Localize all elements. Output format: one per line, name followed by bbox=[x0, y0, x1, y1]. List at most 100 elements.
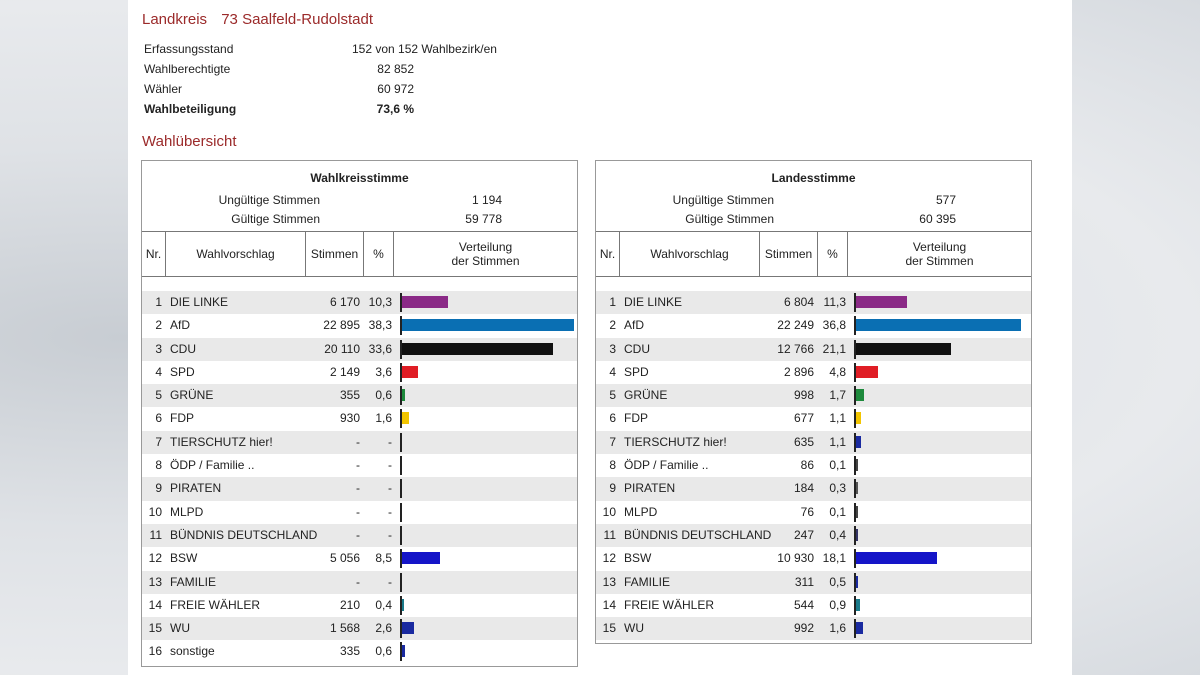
row-votes: 677 bbox=[793, 411, 814, 426]
section-title: Wahlübersicht bbox=[142, 133, 237, 150]
row-nr: 12 bbox=[602, 551, 616, 566]
invalid-votes-value: 1 194 bbox=[471, 193, 502, 207]
row-votes: - bbox=[356, 504, 360, 519]
row-nr: 1 bbox=[609, 295, 616, 309]
vote-bar bbox=[402, 342, 553, 355]
row-party: CDU bbox=[170, 341, 196, 356]
row-pct: 2,6 bbox=[375, 621, 392, 636]
row-votes: 5 056 bbox=[329, 551, 360, 566]
bar-axis bbox=[400, 386, 402, 406]
row-nr: 9 bbox=[155, 481, 162, 496]
row-nr: 5 bbox=[155, 388, 162, 403]
row-party: GRÜNE bbox=[170, 388, 214, 403]
vote-bar bbox=[402, 296, 449, 308]
row-nr: 10 bbox=[148, 504, 162, 519]
bar-axis bbox=[400, 595, 402, 615]
vote-bar bbox=[856, 505, 858, 518]
row-nr: 3 bbox=[609, 341, 616, 356]
table-row: 13 FAMILIE - - bbox=[142, 570, 577, 594]
vote-bar bbox=[402, 598, 404, 611]
row-pct: 11,3 bbox=[823, 295, 846, 309]
row-pct: 21,1 bbox=[822, 341, 846, 356]
info-label: Wahlberechtigte bbox=[144, 62, 231, 76]
vote-bar bbox=[856, 552, 938, 565]
table-row: 12 BSW 5 056 8,5 bbox=[142, 547, 577, 570]
vote-bar bbox=[856, 528, 858, 541]
vote-bar bbox=[856, 575, 859, 588]
row-pct: 33,6 bbox=[368, 341, 392, 356]
table-row: 12 BSW 10 930 18,1 bbox=[596, 547, 1031, 570]
vote-bar bbox=[856, 459, 858, 472]
bar-axis bbox=[854, 479, 856, 499]
table-row: 8 ÖDP / Familie .. 86 0,1 bbox=[596, 454, 1031, 477]
row-votes: 544 bbox=[793, 597, 814, 612]
row-pct: 8,5 bbox=[375, 551, 392, 566]
info-value: 60 972 bbox=[377, 82, 414, 96]
table-row: 4 SPD 2 149 3,6 bbox=[142, 361, 577, 384]
row-votes: 22 249 bbox=[777, 318, 814, 333]
row-votes: - bbox=[356, 481, 360, 496]
table-row: 13 FAMILIE 311 0,5 bbox=[596, 570, 1031, 594]
row-votes: 184 bbox=[793, 481, 814, 496]
row-party: TIERSCHUTZ hier! bbox=[624, 434, 727, 449]
info-label: Erfassungsstand bbox=[144, 42, 234, 56]
bar-axis bbox=[854, 619, 856, 639]
row-pct: 38,3 bbox=[368, 318, 392, 333]
table-row: 11 BÜNDNIS DEUTSCHLAND - - bbox=[142, 523, 577, 548]
vote-bar bbox=[402, 365, 419, 378]
bar-axis bbox=[854, 386, 856, 406]
bar-axis bbox=[400, 316, 402, 336]
row-pct: 0,4 bbox=[829, 527, 846, 542]
row-nr: 15 bbox=[602, 621, 616, 636]
invalid-votes-label: Ungültige Stimmen bbox=[672, 193, 774, 207]
bar-axis bbox=[854, 293, 856, 312]
invalid-votes-row: Ungültige Stimmen 577 bbox=[596, 191, 1031, 210]
panel-landesstimme: Landesstimme Ungültige Stimmen 577 Gültige … bbox=[595, 160, 1032, 644]
row-nr: 16 bbox=[148, 644, 162, 659]
district-label: Landkreis bbox=[142, 11, 208, 28]
bar-axis bbox=[854, 595, 856, 615]
col-votes: Stimmen bbox=[760, 232, 818, 276]
row-votes: 76 bbox=[800, 504, 814, 519]
row-pct: 0,1 bbox=[829, 504, 846, 519]
row-party: SPD bbox=[170, 364, 195, 379]
row-party: BÜNDNIS DEUTSCHLAND bbox=[624, 527, 772, 542]
row-nr: 14 bbox=[602, 597, 616, 612]
vote-bar bbox=[856, 435, 861, 448]
row-party: FDP bbox=[624, 411, 648, 426]
vote-bar bbox=[856, 296, 907, 308]
row-party: PIRATEN bbox=[170, 481, 222, 496]
row-votes: 2 896 bbox=[783, 364, 814, 379]
row-party: FAMILIE bbox=[624, 574, 671, 589]
table-header: Nr. Wahlvorschlag Stimmen% Verteilung der S… bbox=[142, 231, 577, 277]
row-pct: 4,8 bbox=[829, 364, 846, 379]
row-votes: 12 766 bbox=[777, 341, 814, 356]
row-party: GRÜNE bbox=[624, 388, 668, 403]
table-row: 3 CDU 12 766 21,1 bbox=[596, 337, 1031, 361]
col-nr: Nr. bbox=[596, 232, 620, 276]
bar-axis bbox=[400, 479, 402, 499]
bar-axis bbox=[400, 293, 402, 312]
bar-axis bbox=[854, 456, 856, 476]
row-pct: 1,6 bbox=[829, 621, 846, 636]
bar-axis bbox=[400, 409, 402, 429]
bar-axis bbox=[854, 316, 856, 336]
panel-title: Landesstimme bbox=[771, 171, 856, 185]
bar-axis bbox=[854, 362, 856, 382]
row-party: FAMILIE bbox=[170, 574, 217, 589]
row-votes: 1 568 bbox=[329, 621, 360, 636]
bar-axis bbox=[400, 339, 402, 359]
valid-votes-label: Gültige Stimmen bbox=[685, 212, 774, 226]
row-nr: 10 bbox=[602, 504, 616, 519]
info-value: 82 852 bbox=[377, 62, 414, 76]
row-pct: - bbox=[388, 574, 392, 589]
row-pct: 0,1 bbox=[829, 458, 846, 473]
row-votes: 6 804 bbox=[783, 295, 814, 309]
table-row: 14 FREIE WÄHLER 544 0,9 bbox=[596, 594, 1031, 617]
vote-bar bbox=[856, 389, 864, 402]
row-nr: 2 bbox=[155, 318, 162, 333]
row-votes: 2 149 bbox=[329, 364, 360, 379]
vote-bar bbox=[402, 319, 574, 332]
party-rows: 1 DIE LINKE 6 804 11,3 2 AfD 22 249 36,8 3 CDU 12 … bbox=[596, 291, 1031, 641]
row-pct: 1,1 bbox=[829, 411, 846, 426]
